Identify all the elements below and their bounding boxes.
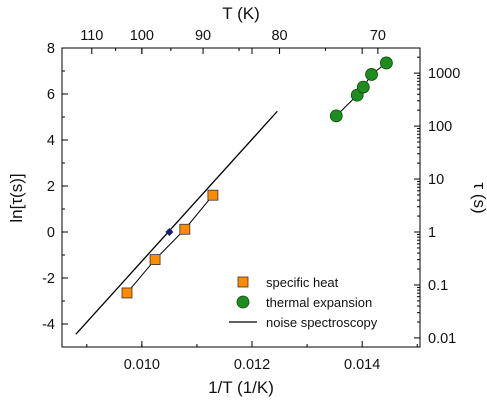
thermal-expansion-point xyxy=(365,68,378,81)
thermal-expansion-point xyxy=(329,109,343,123)
y-tick-label: -4 xyxy=(42,317,55,333)
y-tick-label: 0 xyxy=(47,225,55,241)
right-tick-label: 0.01 xyxy=(428,331,456,347)
top-tick-label: 110 xyxy=(80,28,103,44)
specific-heat-point xyxy=(121,287,133,299)
top-tick-label: 100 xyxy=(130,28,154,44)
right-tick-label: 0.1 xyxy=(428,278,448,294)
right-axis-title: τ (s) xyxy=(470,182,487,213)
marks xyxy=(75,56,393,335)
specific-heat-point xyxy=(149,254,161,266)
top-axis-title: T (K) xyxy=(222,4,259,23)
specific-heat-point xyxy=(179,223,191,235)
top-tick-label: 80 xyxy=(271,28,287,44)
series-connector-line xyxy=(126,194,214,294)
y-tick-label: -2 xyxy=(42,271,55,287)
y-tick-label: 6 xyxy=(47,87,55,103)
diamond-point xyxy=(165,228,174,236)
right-tick-label: 1000 xyxy=(428,66,460,82)
plot-frame xyxy=(61,47,421,348)
y-tick-label: 2 xyxy=(47,179,55,195)
x-tick-label: 0.012 xyxy=(234,357,270,373)
legend-marker-specific-heat xyxy=(237,276,249,288)
legend: specific heat thermal expansion noise spec… xyxy=(229,275,378,330)
noise-spectroscopy-line xyxy=(75,110,278,335)
legend-marker-thermal-expansion xyxy=(236,295,250,309)
legend-label: thermal expansion xyxy=(266,295,372,310)
top-tick-label: 70 xyxy=(370,28,386,44)
specific-heat-point xyxy=(207,189,219,201)
thermal-expansion-point xyxy=(380,56,393,70)
legend-label: specific heat xyxy=(266,275,339,290)
x-tick-label: 0.010 xyxy=(124,357,160,373)
y-tick-label: 8 xyxy=(47,41,55,57)
x-tick-label: 0.014 xyxy=(344,357,380,373)
thermal-expansion-point xyxy=(356,80,370,94)
right-tick-label: 10 xyxy=(428,172,444,188)
y-tick-label: 4 xyxy=(47,133,55,149)
legend-label: noise spectroscopy xyxy=(266,315,378,330)
top-tick-label: 90 xyxy=(195,28,211,44)
right-tick-label: 100 xyxy=(428,119,452,135)
x-axis-title: 1/T (1/K) xyxy=(208,378,274,397)
right-tick-label: 1 xyxy=(428,225,436,241)
left-axis-title: ln[τ(s)] xyxy=(7,173,26,222)
